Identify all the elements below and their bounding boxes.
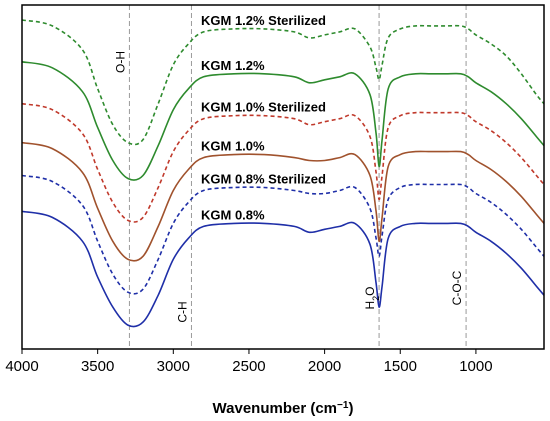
x-tick-label: 1500 [384, 358, 417, 375]
series-line-1 [21, 61, 545, 181]
x-axis-title: Wavenumber (cm−1) [213, 400, 354, 418]
series-line-2 [21, 102, 545, 223]
x-tick-label: 4000 [5, 358, 38, 375]
series-label: KGM 1.2% Sterilized [201, 13, 326, 28]
band-labels: O-H C-H H2O C-O-C [113, 51, 464, 323]
band-label: O-H [113, 51, 127, 73]
series-label: KGM 1.0% [201, 139, 265, 154]
series-line-5 [21, 210, 545, 328]
x-tick-label: 3000 [157, 358, 190, 375]
series-line-3 [21, 141, 545, 262]
series-label: KGM 1.2% [201, 58, 265, 73]
series-label: KGM 0.8% [201, 207, 265, 222]
plot-frame [21, 4, 545, 350]
x-tick-label: 1000 [459, 358, 492, 375]
reference-lines [128, 5, 467, 349]
band-label: C-H [175, 301, 189, 322]
x-tick-label: 3500 [81, 358, 114, 375]
band-label: C-O-C [450, 270, 464, 305]
spectrum-series [21, 19, 545, 328]
series-label: KGM 0.8% Sterilized [201, 171, 326, 186]
x-tick-label: 2500 [232, 358, 265, 375]
band-label: H2O [363, 286, 381, 309]
series-line-0 [21, 19, 545, 146]
x-tick-label: 2000 [308, 358, 341, 375]
series-line-4 [21, 174, 545, 295]
x-axis-ticks: 4000 3500 3000 2500 2000 1500 1000 [5, 349, 493, 375]
series-label: KGM 1.0% Sterilized [201, 100, 326, 115]
series-labels: KGM 1.2% Sterilized KGM 1.2% KGM 1.0% Ster… [201, 13, 326, 222]
